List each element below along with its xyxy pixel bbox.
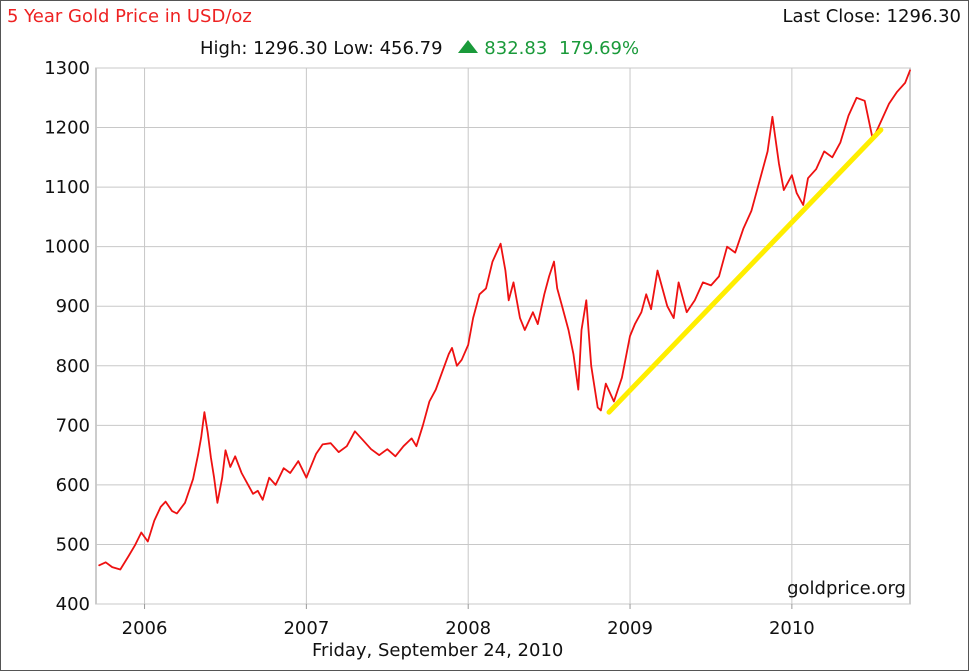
price-stats: High: 1296.30 Low: 456.79 832.83 179.69% [200, 38, 639, 60]
y-tick-label: 600 [56, 475, 90, 496]
change-value: 832.83 [484, 38, 548, 59]
change-percent: 179.69% [559, 38, 640, 59]
grid [95, 67, 911, 609]
y-tick-label: 1000 [44, 237, 90, 258]
y-tick-label: 1300 [44, 58, 90, 79]
chart-title: 5 Year Gold Price in USD/oz [7, 6, 252, 27]
chart-date: Friday, September 24, 2010 [312, 640, 564, 661]
y-tick-label: 1200 [44, 118, 90, 139]
series [98, 69, 911, 571]
y-tick-label: 800 [56, 356, 90, 377]
x-tick-label: 2008 [445, 618, 491, 639]
trend-line [606, 127, 884, 415]
low-label: Low: 456.79 [333, 38, 443, 59]
y-tick-label: 400 [56, 594, 90, 615]
y-tick-label: 700 [56, 415, 90, 436]
x-tick-label: 2009 [607, 618, 653, 639]
y-tick-label: 900 [56, 296, 90, 317]
axis-labels: 400 500 600 700 800 900 1000 1100 1200 1300 2006 20… [44, 58, 815, 639]
price-line [98, 69, 911, 571]
high-label: High: 1296.30 [200, 38, 328, 59]
x-tick-label: 2010 [769, 618, 815, 639]
x-tick-label: 2006 [122, 618, 168, 639]
watermark-label: goldprice.org [787, 578, 906, 599]
y-tick-label: 1100 [44, 177, 90, 198]
up-arrow-icon [458, 40, 479, 53]
y-tick-label: 500 [56, 534, 90, 555]
x-tick-label: 2007 [283, 618, 329, 639]
plot-area [95, 67, 911, 605]
last-close-label: Last Close: 1296.30 [782, 6, 961, 27]
